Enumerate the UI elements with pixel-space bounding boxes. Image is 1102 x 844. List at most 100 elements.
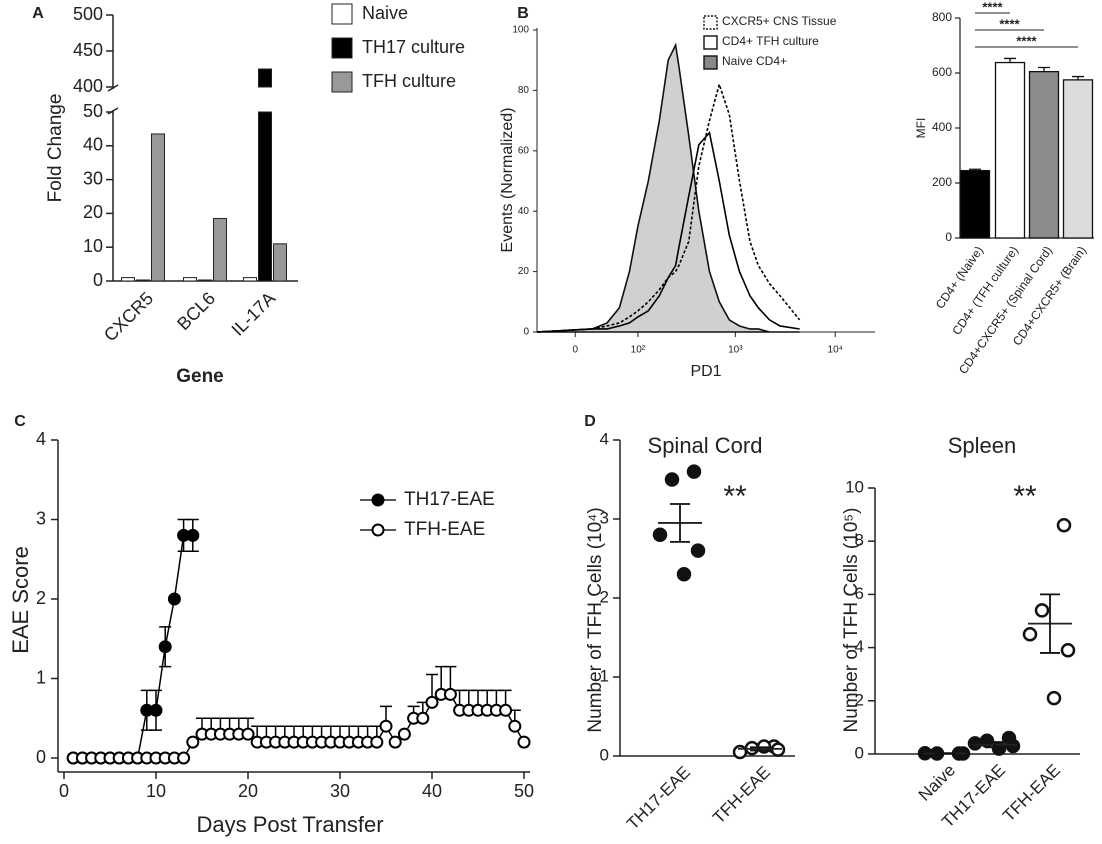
density-curve [536, 81, 801, 333]
legend-label: TH17-EAE [404, 489, 495, 510]
x-tick-label: 10² [631, 345, 646, 356]
error-bar [1040, 593, 1060, 654]
panel-label: B [517, 5, 529, 22]
y-tick-label: 3 [600, 508, 609, 527]
error-bar [969, 168, 981, 171]
y-tick-label: 500 [73, 4, 103, 24]
y-tick-label: 100 [512, 25, 529, 36]
bar [136, 279, 150, 282]
marker [517, 735, 531, 749]
chart-title: Spleen [948, 433, 1017, 458]
marker [416, 711, 430, 725]
y-tick-label: 4 [36, 429, 46, 449]
significance-label: **** [999, 16, 1020, 31]
data-point [732, 744, 748, 760]
panel-label: A [32, 5, 44, 22]
legend-label: CXCR5+ CNS Tissue [722, 14, 837, 28]
marker [425, 695, 439, 709]
marker [499, 703, 513, 717]
y-tick-label: 400 [932, 120, 952, 134]
y-tick-label: 1 [36, 667, 46, 687]
bar [213, 217, 227, 282]
y-tick-label: 2 [36, 588, 46, 608]
error-bar [670, 503, 690, 543]
y-tick-label: 20 [518, 266, 530, 277]
data-point [1005, 738, 1021, 754]
x-tick-label: 50 [514, 781, 534, 801]
legend-swatch [703, 15, 718, 30]
legend-label: Naive [362, 3, 408, 23]
y-tick-label: 4 [600, 429, 609, 448]
legend-label: CD4+ TFH culture [722, 34, 819, 48]
panel-label: D [584, 413, 596, 430]
marker [508, 719, 522, 733]
bar [994, 61, 1026, 239]
axis-title: PD1 [690, 363, 721, 380]
significance-label: **** [1016, 33, 1037, 48]
y-tick-label: 60 [518, 145, 530, 156]
data-point [690, 543, 706, 558]
error-bar [1038, 66, 1050, 72]
data-point [1060, 643, 1076, 658]
marker [167, 592, 181, 606]
y-tick-label: 10 [845, 477, 864, 496]
marker [241, 727, 255, 741]
y-tick-label: 40 [83, 135, 103, 155]
axis-title: Number of TFH Cells (10⁵) [841, 507, 862, 732]
marker [397, 727, 411, 741]
y-tick-label: 3 [36, 508, 46, 528]
y-tick-label: 400 [73, 76, 103, 96]
x-tick-label: 10⁴ [828, 345, 843, 356]
legend-swatch [331, 71, 353, 93]
bar [243, 277, 257, 282]
y-tick-label: 0 [36, 747, 46, 767]
y-tick-label: 10 [83, 236, 103, 256]
bar [959, 169, 991, 239]
legend-label: TFH culture [362, 71, 456, 91]
axis-title: Days Post Transfer [196, 812, 383, 837]
data-point [664, 472, 680, 487]
legend-label: Naive CD4+ [722, 54, 787, 68]
error-bar [935, 752, 955, 755]
y-tick-label: 200 [932, 175, 952, 189]
y-tick-label: 0 [93, 270, 103, 290]
data-point [967, 736, 983, 751]
data-point [1022, 627, 1038, 642]
legend-swatch [331, 37, 353, 59]
x-tick-label: 10 [146, 781, 166, 801]
x-tick-label: 40 [422, 781, 442, 801]
y-tick-label: 2 [855, 690, 864, 709]
x-tick-label: 0 [59, 781, 69, 801]
legend-swatch [331, 3, 353, 25]
bar [273, 243, 287, 282]
legend-marker [371, 523, 385, 537]
y-tick-label: 800 [932, 10, 952, 24]
y-tick-label: 0 [945, 230, 952, 244]
y-tick-label: 40 [518, 206, 530, 217]
significance-label: **** [982, 0, 1003, 14]
marker [370, 735, 384, 749]
significance-label: ** [1013, 480, 1037, 513]
data-point [1056, 517, 1072, 533]
y-tick-label: 6 [855, 584, 864, 603]
x-tick-label: 20 [238, 781, 258, 801]
y-tick-label: 20 [83, 202, 103, 222]
marker [379, 719, 393, 733]
axis-title: Fold Change [45, 94, 66, 203]
data-point [676, 567, 692, 582]
bar [121, 277, 135, 282]
x-tick-label: 10³ [728, 345, 743, 356]
axis-title: Events (Normalized) [499, 108, 516, 253]
bar [151, 133, 165, 282]
significance-label: ** [723, 480, 747, 513]
density-curve [536, 42, 800, 333]
axis-title: EAE Score [8, 546, 33, 654]
marker [388, 735, 402, 749]
marker [443, 687, 457, 701]
bar [183, 277, 197, 282]
y-tick-label: 450 [73, 40, 103, 60]
legend-label: TFH-EAE [404, 519, 485, 540]
marker [186, 528, 200, 542]
y-tick-label: 4 [855, 637, 864, 656]
